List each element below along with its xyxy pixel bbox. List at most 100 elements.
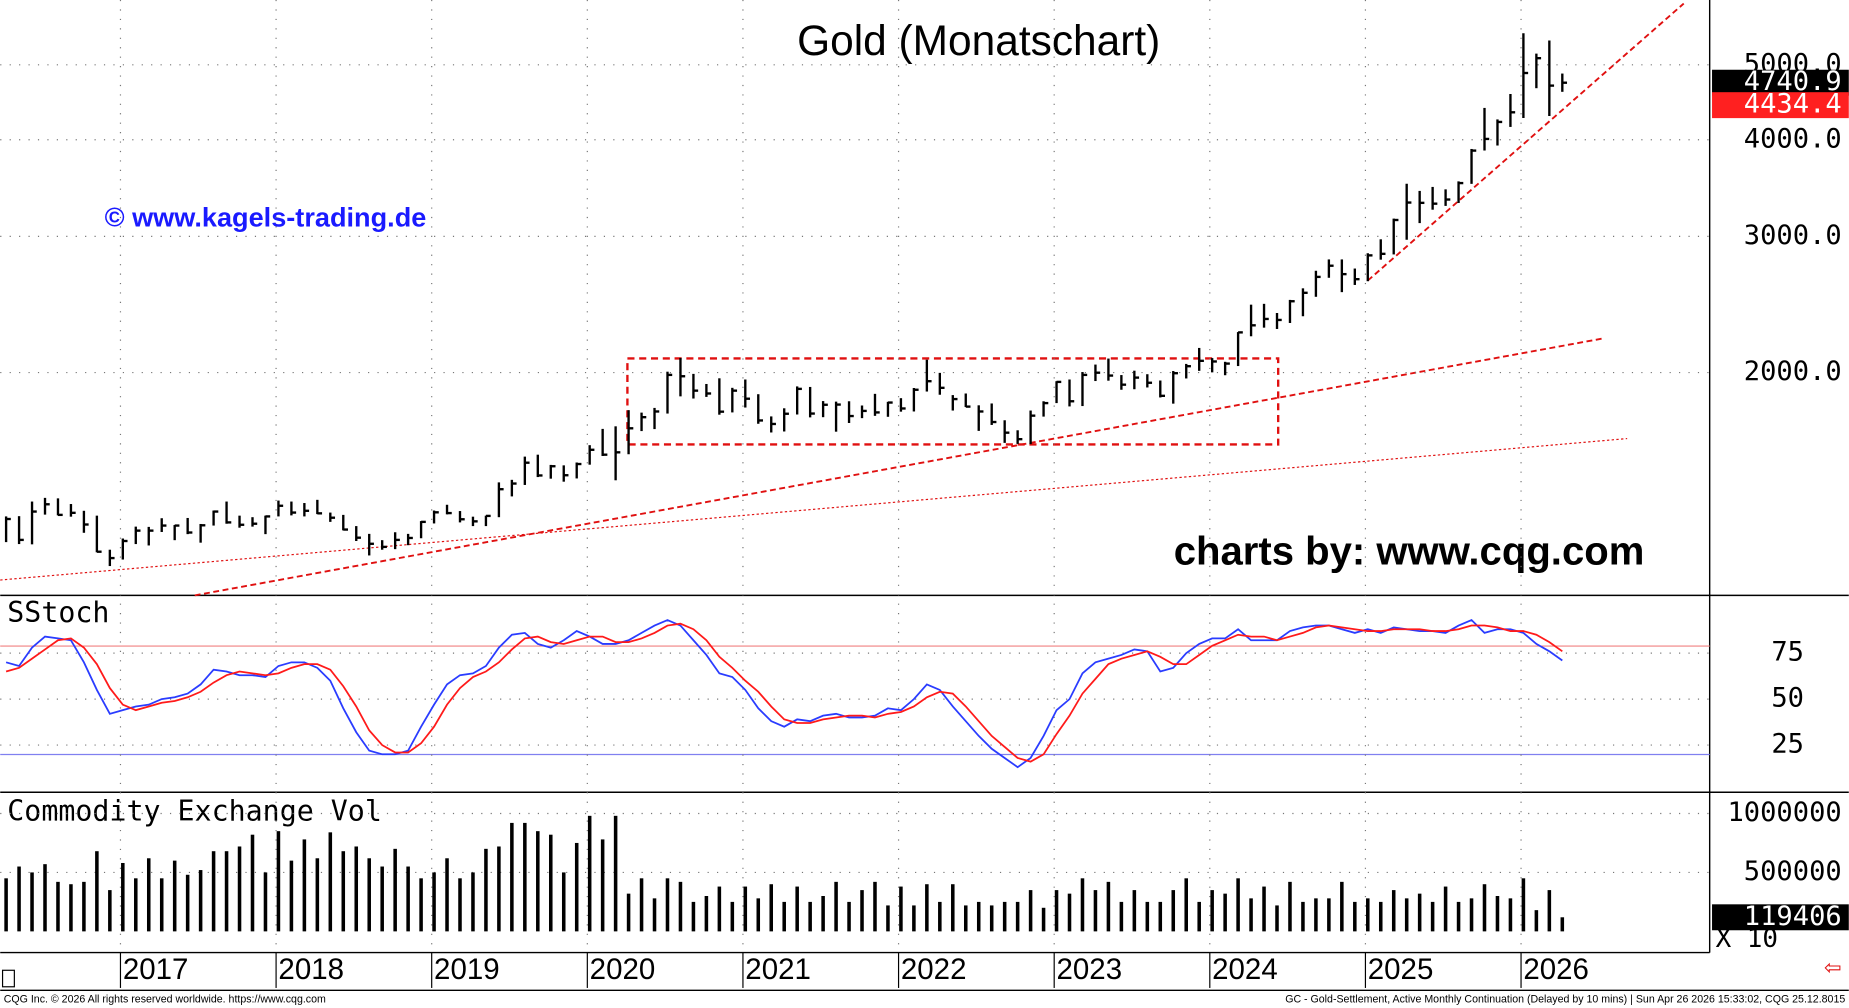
volume-bar [1275, 905, 1279, 932]
volume-bar [510, 822, 514, 932]
volume-bar [523, 822, 527, 932]
volume-bar [639, 878, 644, 932]
scroll-arrow[interactable]: ⇦ [1824, 957, 1842, 980]
volume-bar [302, 839, 307, 932]
y-tick-label: 1000000 [1727, 797, 1841, 828]
volume-bar [1106, 881, 1111, 932]
volume-bar [237, 846, 242, 932]
price-flag-label: 4740.9 [1744, 66, 1842, 97]
volume-bar [1547, 890, 1552, 932]
x-tick-label: 2020 [590, 953, 656, 986]
volume-bar [549, 834, 553, 932]
volume-bar [1184, 878, 1188, 932]
volume-bar [652, 898, 657, 932]
volume-bar [938, 901, 942, 932]
volume-bar [574, 842, 579, 932]
volume-bar [341, 851, 346, 932]
volume-bar [912, 905, 916, 932]
volume-bar [886, 905, 890, 932]
volume-bar [756, 898, 761, 932]
volume-bar [380, 866, 384, 932]
volume-bar [1236, 878, 1240, 932]
price-flag [1712, 92, 1849, 119]
volume-bar [1534, 910, 1539, 932]
volume-bar [821, 896, 825, 932]
volume-bar [561, 872, 566, 932]
volume-bar [1482, 884, 1487, 932]
volume-bar [963, 905, 968, 932]
volume-bar [1132, 890, 1137, 932]
volume-bar [1508, 898, 1513, 932]
x-tick-label: 2017 [123, 953, 189, 986]
volume-bar [730, 901, 735, 932]
volume-bar [211, 851, 216, 932]
x-tick-label: 2022 [901, 953, 967, 986]
volume-bar [1145, 901, 1150, 932]
volume-bar [1054, 890, 1059, 932]
y-tick-label: 3000.0 [1744, 220, 1842, 251]
volume-bar [1521, 878, 1526, 932]
volume-bar [1067, 893, 1072, 932]
volume-bar [185, 874, 190, 932]
volume-bar [1119, 901, 1124, 932]
volume-bar [108, 890, 112, 932]
volume-bar [4, 878, 8, 932]
volume-bar [1301, 901, 1305, 932]
price-flag-label: 4434.4 [1744, 89, 1842, 120]
y-tick-label: 75 [1771, 637, 1804, 668]
volume-flag [1712, 904, 1849, 931]
volume-bar [354, 846, 359, 932]
volume-bar [1197, 901, 1201, 932]
volume-bar [445, 858, 449, 932]
volume-bar [925, 884, 929, 932]
volume-bar [1404, 898, 1409, 932]
volume-bar [56, 881, 60, 932]
stoch-line [5, 618, 1563, 769]
volume-bar [1288, 881, 1292, 932]
volume-bar [1093, 890, 1098, 932]
volume-bar [769, 884, 774, 932]
volume-bar [1353, 901, 1357, 932]
volume-bar [808, 901, 812, 932]
volume-bar [1223, 893, 1227, 932]
volume-bar [1417, 893, 1422, 932]
volume-bar [146, 858, 151, 932]
volume-bar [172, 860, 177, 932]
volume-bar [497, 846, 501, 932]
y-tick-label: 4000.0 [1744, 123, 1842, 154]
scroll-box[interactable] [1, 969, 15, 988]
volume-bar [263, 872, 268, 932]
panel-title: Commodity Exchange Vol [7, 794, 382, 827]
volume-bar [1249, 898, 1253, 932]
volume-bar [691, 901, 696, 932]
volume-bar [1495, 896, 1500, 932]
volume-bar [1340, 881, 1344, 932]
volume-bar [43, 864, 47, 932]
volume-bar [678, 881, 683, 932]
trendlines [0, 2, 1685, 597]
chart-title: Gold (Monatschart) [797, 17, 1160, 64]
volume-bar [626, 893, 631, 932]
volume-bar [873, 881, 877, 932]
y-tick-label: 25 [1771, 729, 1804, 760]
volume-bar [289, 860, 294, 932]
volume-bar [1391, 890, 1396, 932]
x-tick-label: 2023 [1057, 953, 1123, 986]
y-tick-label: 2000.0 [1744, 356, 1842, 387]
volume-bar [82, 881, 86, 932]
volume-bar [600, 839, 605, 932]
volume-bar [1443, 886, 1448, 932]
y-tick-label: 50 [1771, 683, 1804, 714]
volume-bar [471, 872, 475, 932]
volume-bar [458, 878, 462, 932]
volume-bar [250, 834, 255, 932]
volume-bar [782, 901, 786, 932]
volume-bar [989, 905, 994, 932]
volume-bar [613, 815, 618, 932]
volume-bar [1080, 878, 1085, 932]
volume-bar [1015, 901, 1020, 932]
footer-left: CQG Inc. © 2026 All rights reserved worl… [4, 994, 326, 1006]
